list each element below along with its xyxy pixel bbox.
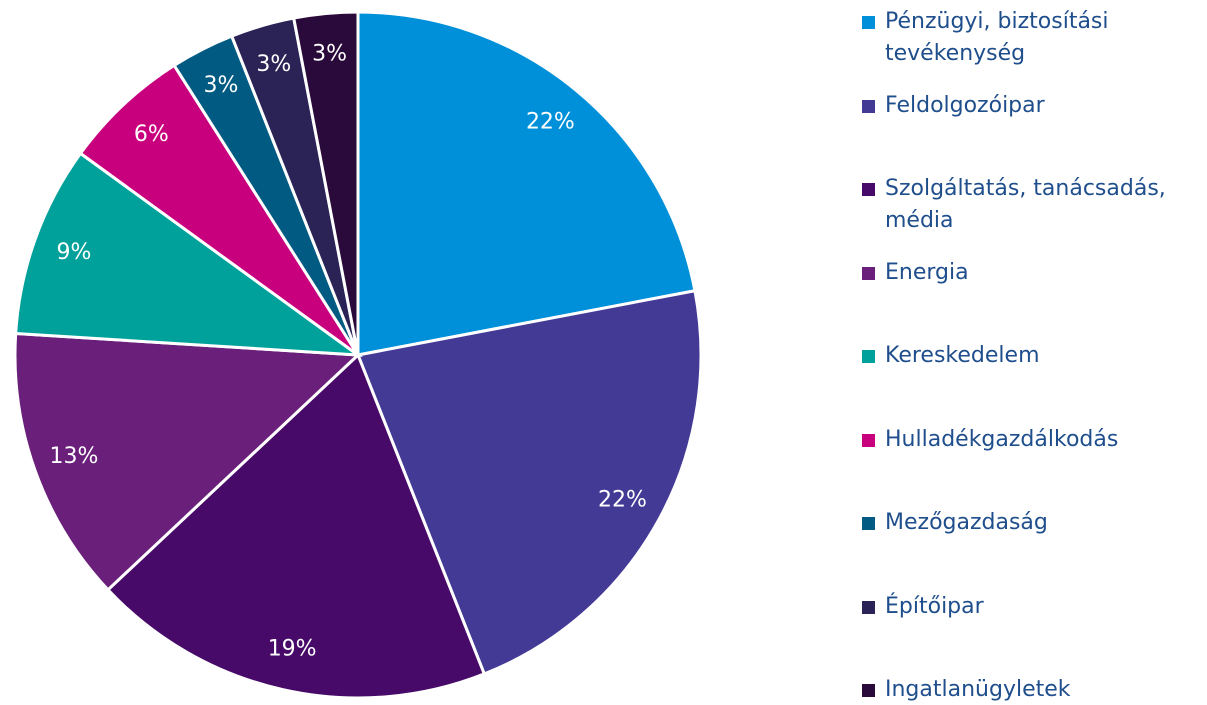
legend-item: Energia xyxy=(862,257,1207,289)
legend-swatch xyxy=(862,183,875,196)
legend-label: Pénzügyi, biztosítási tevékenység xyxy=(885,9,1109,66)
data-label: 22% xyxy=(526,109,575,134)
data-label: 3% xyxy=(204,73,239,98)
legend-item: Mezőgazdaság xyxy=(862,507,1207,539)
legend-swatch xyxy=(862,684,875,697)
data-label: 9% xyxy=(57,240,92,265)
legend-item: Pénzügyi, biztosítási tevékenység xyxy=(862,6,1207,70)
legend-label: Hulladékgazdálkodás xyxy=(885,426,1119,452)
data-label: 3% xyxy=(312,41,347,66)
legend-label: Energia xyxy=(885,259,969,285)
pie-slice xyxy=(356,10,697,357)
chart: 22% 22% 19% 13% 9% 6% 3% 3% 3% xyxy=(13,10,703,700)
pie-slice xyxy=(355,288,703,676)
legend-item: Feldolgozóipar xyxy=(862,90,1207,122)
pie-slice xyxy=(13,331,362,592)
pie-slice xyxy=(78,63,360,357)
legend-item: Szolgáltatás, tanácsadás, média xyxy=(862,173,1207,237)
legend-swatch xyxy=(862,350,875,363)
pie-slice xyxy=(105,352,487,700)
data-label: 22% xyxy=(598,487,647,512)
legend-swatch xyxy=(862,99,875,113)
legend-item: Hulladékgazdálkodás xyxy=(862,424,1207,456)
data-label: 6% xyxy=(134,122,169,147)
legend-swatch xyxy=(862,517,875,530)
data-label: 3% xyxy=(256,52,291,77)
legend-label: Feldolgozóipar xyxy=(885,92,1045,118)
legend-label: Építőipar xyxy=(885,593,984,619)
legend-item: Ingatlanügyletek xyxy=(862,674,1207,705)
legend-swatch xyxy=(862,433,875,447)
legend-label: Szolgáltatás, tanácsadás, média xyxy=(885,176,1166,233)
pie-slice xyxy=(291,10,360,356)
legend-swatch xyxy=(862,600,875,614)
legend-swatch xyxy=(862,266,875,280)
legend-swatch xyxy=(862,16,875,29)
legend-label: Kereskedelem xyxy=(885,343,1040,368)
legend-label: Ingatlanügyletek xyxy=(885,677,1071,702)
legend-item: Építőipar xyxy=(862,591,1207,623)
data-label: 19% xyxy=(268,637,317,662)
data-label: 13% xyxy=(50,444,99,469)
legend-item: Kereskedelem xyxy=(862,340,1207,372)
pie-slice xyxy=(14,151,364,357)
legend-label: Mezőgazdaság xyxy=(885,510,1048,535)
